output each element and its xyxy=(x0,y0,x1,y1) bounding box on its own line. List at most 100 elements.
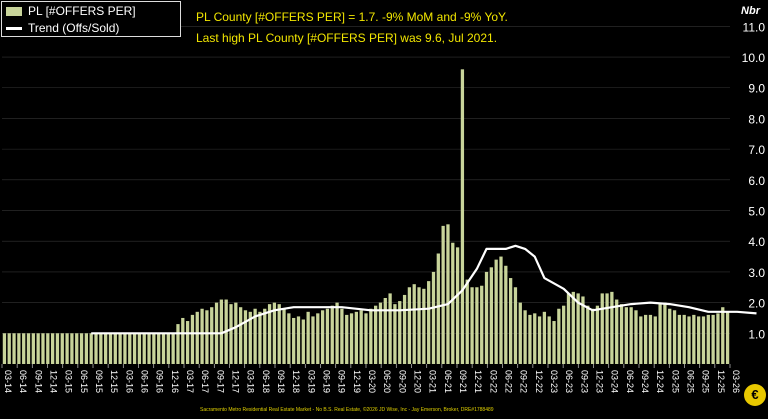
bar xyxy=(84,333,89,364)
bar xyxy=(46,333,50,364)
x-tick-label: 03-25 xyxy=(670,370,680,393)
x-tick-label: 03-22 xyxy=(488,370,498,393)
logo-letter: € xyxy=(751,387,759,402)
bar xyxy=(205,310,209,364)
bar xyxy=(668,308,672,364)
x-tick-label: 06-20 xyxy=(382,370,392,393)
x-tick-label: 03-23 xyxy=(549,370,559,393)
bar xyxy=(287,313,291,364)
x-tick-label: 06-21 xyxy=(443,370,453,393)
bar xyxy=(17,333,21,364)
bar xyxy=(388,293,392,364)
x-tick-label: 06-23 xyxy=(564,370,574,393)
bar xyxy=(470,287,474,364)
bar xyxy=(605,293,609,364)
footer-credit: Sacramento Metro Residential Real Estate… xyxy=(200,407,494,413)
bar xyxy=(552,321,556,364)
bar xyxy=(595,305,600,364)
bar xyxy=(26,333,31,364)
bar xyxy=(306,311,310,364)
x-tick-label: 09-19 xyxy=(337,370,347,393)
bar xyxy=(147,333,151,364)
x-tick-label: 03-15 xyxy=(64,370,74,393)
bar xyxy=(542,311,547,364)
bar xyxy=(161,333,166,364)
bar xyxy=(725,311,730,364)
legend-bar-swatch xyxy=(6,6,22,16)
annotation-last-high: Last high PL County [#OFFERS PER] was 9.… xyxy=(196,31,498,45)
bar xyxy=(513,287,518,364)
x-tick-label: 12-17 xyxy=(231,370,241,393)
bar xyxy=(639,316,643,364)
x-tick-label: 09-16 xyxy=(155,370,165,393)
x-tick-label: 03-26 xyxy=(731,370,741,393)
bar xyxy=(70,333,74,364)
bar xyxy=(374,305,378,364)
bar xyxy=(55,333,60,364)
y-axis-ticks: 1.0 2.0 3.0 4.0 5.0 6.0 7.0 8.0 9.0 10.0 11.0 xyxy=(742,20,766,341)
bar xyxy=(533,313,537,364)
x-tick-label: 12-18 xyxy=(291,370,301,393)
bar xyxy=(716,313,720,364)
x-tick-label: 06-25 xyxy=(686,370,696,393)
bar xyxy=(378,302,383,364)
x-tick-label: 12-14 xyxy=(49,370,59,393)
bar xyxy=(658,304,662,364)
bar xyxy=(369,308,373,364)
bar xyxy=(634,310,638,364)
bar xyxy=(277,304,281,364)
bar xyxy=(267,304,272,364)
bar xyxy=(176,324,180,364)
bar xyxy=(243,310,248,364)
bar xyxy=(340,308,344,364)
bar xyxy=(132,333,137,364)
y-tick-label: 6.0 xyxy=(748,174,765,188)
x-tick-label: 06-18 xyxy=(261,370,271,393)
bar xyxy=(171,333,175,364)
bar xyxy=(60,333,64,364)
bar xyxy=(75,333,79,364)
x-tick-label: 09-14 xyxy=(33,370,43,393)
bar xyxy=(181,317,185,364)
bar xyxy=(417,287,421,364)
x-tick-label: 06-24 xyxy=(625,370,635,393)
bar xyxy=(576,293,580,364)
y-tick-label: 11.0 xyxy=(743,20,766,34)
bar xyxy=(311,316,315,364)
x-tick-label: 03-18 xyxy=(246,370,256,393)
bar xyxy=(677,314,682,364)
bar xyxy=(427,281,431,364)
trend-line xyxy=(91,244,757,335)
bar xyxy=(624,307,628,364)
bar xyxy=(701,316,706,364)
x-tick-label: 06-22 xyxy=(504,370,514,393)
legend-item-bars: PL [#OFFERS PER] xyxy=(6,4,136,18)
bar xyxy=(219,299,224,364)
bar xyxy=(94,333,98,364)
bar xyxy=(422,288,426,364)
x-tick-label: 03-19 xyxy=(306,370,316,393)
bar xyxy=(41,333,45,364)
bar xyxy=(499,256,503,364)
bar xyxy=(354,311,358,364)
bar xyxy=(412,284,416,364)
bar xyxy=(407,287,412,364)
bar xyxy=(590,308,595,364)
x-tick-label: 09-17 xyxy=(215,370,225,393)
bar xyxy=(619,304,624,364)
bar xyxy=(142,333,146,364)
bar xyxy=(672,310,677,364)
bar xyxy=(248,311,252,364)
gridlines xyxy=(2,26,730,334)
bar xyxy=(22,333,26,364)
bar xyxy=(234,302,238,364)
bar xyxy=(99,333,103,364)
x-tick-label: 09-21 xyxy=(458,370,468,393)
x-tick-label: 03-16 xyxy=(124,370,134,393)
legend-line-swatch xyxy=(6,26,22,30)
bar xyxy=(364,313,368,364)
bar xyxy=(12,333,16,364)
bar xyxy=(185,321,190,364)
bar xyxy=(706,314,710,364)
bar xyxy=(571,291,575,364)
